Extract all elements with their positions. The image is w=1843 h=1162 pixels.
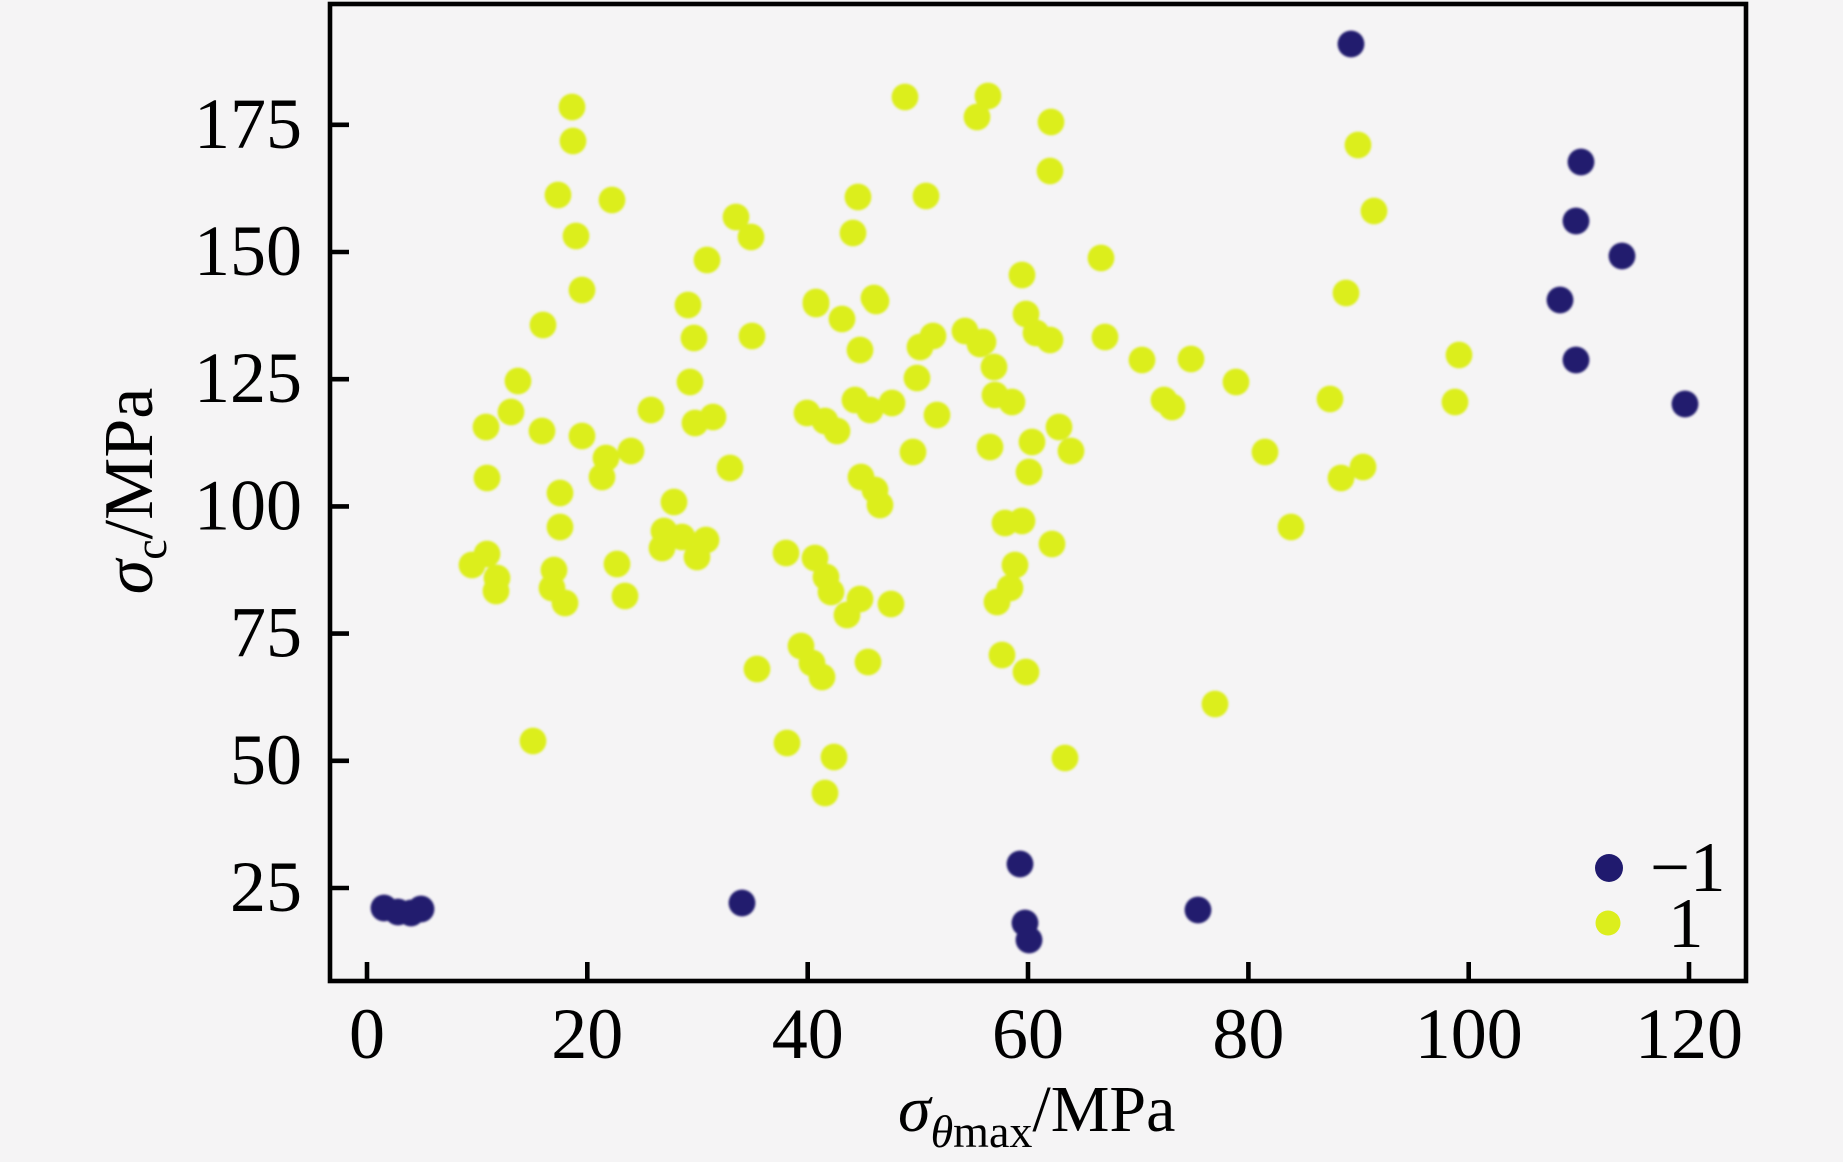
svg-text:125: 125 [194, 338, 302, 418]
svg-text:80: 80 [1212, 994, 1284, 1074]
svg-text:60: 60 [992, 994, 1064, 1074]
svg-text:75: 75 [230, 593, 302, 673]
svg-text:175: 175 [194, 84, 302, 164]
svg-text:100: 100 [1415, 994, 1523, 1074]
svg-text:100: 100 [194, 465, 302, 545]
svg-text:120: 120 [1635, 994, 1743, 1074]
svg-text:25: 25 [230, 847, 302, 927]
svg-text:40: 40 [772, 994, 844, 1074]
svg-text:σθmax/MPa: σθmax/MPa [898, 1073, 1175, 1157]
svg-text:150: 150 [194, 211, 302, 291]
svg-text:50: 50 [230, 720, 302, 800]
svg-text:σc/MPa: σc/MPa [91, 388, 176, 595]
svg-text:20: 20 [551, 994, 623, 1074]
svg-text:0: 0 [349, 994, 385, 1074]
svg-text:1: 1 [1668, 885, 1704, 963]
svg-text:−1: −1 [1650, 829, 1726, 907]
